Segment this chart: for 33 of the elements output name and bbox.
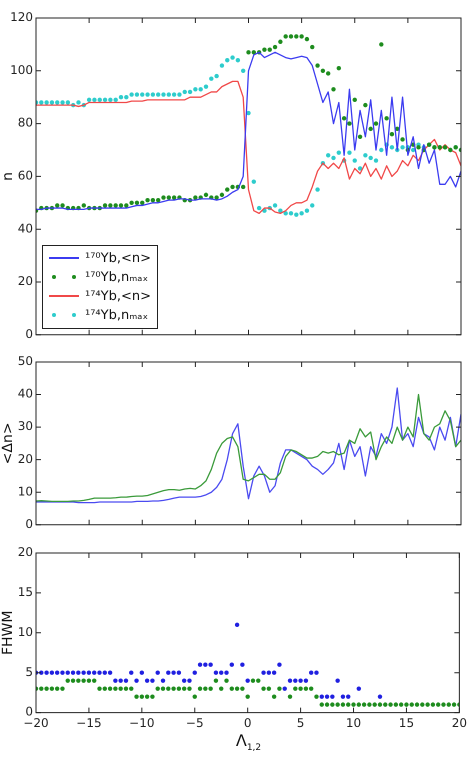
legend-label: ¹⁷⁰Yb,<n> <box>85 250 151 266</box>
x-axis-title: Λ$_{1,2}$ <box>234 731 262 754</box>
y-tick-label: 60 <box>18 168 33 183</box>
y-tick-label: 15 <box>18 585 33 600</box>
x-tick-label: −15 <box>76 716 102 730</box>
x-tick-label: −10 <box>129 716 155 730</box>
y-tick-label: 50 <box>18 354 33 368</box>
y-tick-label: 5 <box>25 664 33 679</box>
y-axis-title: FHWM <box>0 610 16 656</box>
y-tick-label: 20 <box>18 274 33 288</box>
y-tick-label: 0 <box>25 326 33 341</box>
y-tick-label: 40 <box>18 221 33 236</box>
y-tick-label: 10 <box>18 484 33 498</box>
x-tick-label: 20 <box>452 716 468 730</box>
y-tick-label: 40 <box>18 386 33 401</box>
x-tick-label: 0 <box>244 716 252 730</box>
y-axis-title: <Δn> <box>0 422 16 464</box>
y-tick-label: 20 <box>18 452 33 466</box>
x-tick-label: 10 <box>346 716 362 730</box>
legend-label: ¹⁷⁰Yb,nₘₐₓ <box>85 270 148 285</box>
legend-label: ¹⁷⁴Yb,<n> <box>85 288 151 304</box>
x-tick-label: −5 <box>186 716 204 730</box>
y-tick-label: 100 <box>10 62 33 77</box>
y-tick-label: 10 <box>18 624 33 639</box>
y-tick-label: 80 <box>18 116 33 130</box>
y-axis-title: n <box>0 172 16 181</box>
x-tick-label: 5 <box>296 716 304 730</box>
x-tick-label: 15 <box>398 716 414 730</box>
legend-label: ¹⁷⁴Yb,nₘₐₓ <box>85 308 148 323</box>
y-tick-label: 0 <box>25 516 33 531</box>
y-tick-label: 20 <box>18 545 33 560</box>
y-tick-label: 30 <box>18 419 33 434</box>
y-tick-label: 120 <box>10 10 33 24</box>
